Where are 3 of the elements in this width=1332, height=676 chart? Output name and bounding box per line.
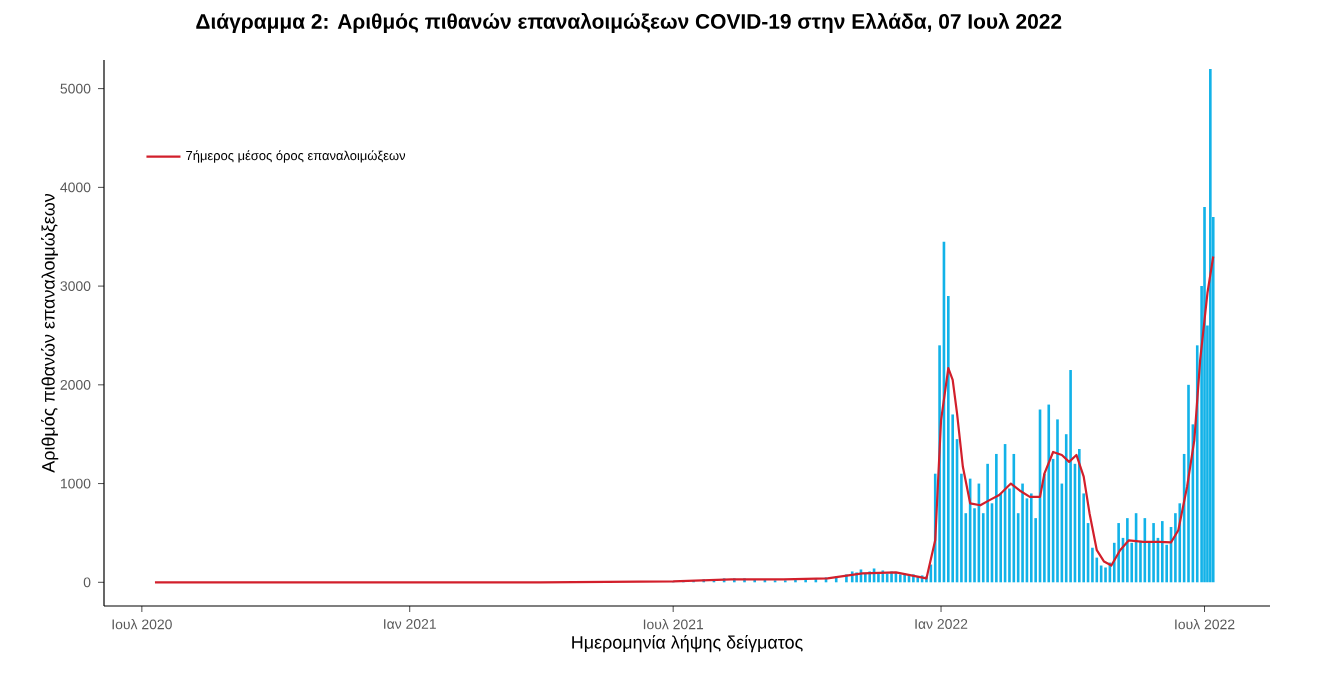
x-axis-title: Ημερομηνία λήψης δείγματος — [572, 634, 803, 653]
y-axis-title: Αριθμός πιθανών επαναλοιμώξεων — [41, 193, 59, 473]
chart-title: Διάγραμμα 2: Αριθμός πιθανών επαναλοιμώξεων COVID-19 στην Ελλάδα, 07 Ιουλ 2022 — [196, 12, 1062, 33]
